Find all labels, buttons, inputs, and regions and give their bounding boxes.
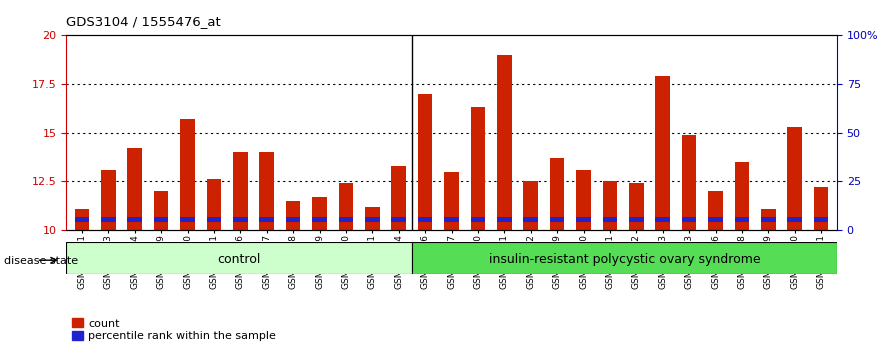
Text: disease state: disease state	[4, 256, 78, 266]
Bar	[550, 158, 565, 230]
Bar	[470, 217, 485, 222]
Text: insulin-resistant polycystic ovary syndrome: insulin-resistant polycystic ovary syndr…	[489, 252, 760, 266]
Bar	[154, 191, 168, 230]
Legend: count, percentile rank within the sample: count, percentile rank within the sample	[71, 318, 276, 341]
Bar	[154, 217, 168, 222]
Bar	[101, 217, 115, 222]
Bar	[391, 166, 406, 230]
Bar	[629, 217, 644, 222]
Bar	[655, 76, 670, 230]
Bar	[391, 217, 406, 222]
Bar	[682, 135, 696, 230]
Bar	[603, 181, 618, 230]
Bar	[523, 181, 538, 230]
Bar	[788, 127, 802, 230]
Bar	[66, 242, 412, 274]
Bar	[285, 201, 300, 230]
Bar	[75, 217, 89, 222]
Bar	[814, 217, 828, 222]
Bar	[761, 209, 775, 230]
Bar	[418, 217, 433, 222]
Bar	[181, 217, 195, 222]
Bar	[444, 172, 459, 230]
Bar	[444, 217, 459, 222]
Bar	[629, 183, 644, 230]
Bar	[285, 217, 300, 222]
Text: GDS3104 / 1555476_at: GDS3104 / 1555476_at	[66, 15, 221, 28]
Bar	[365, 217, 380, 222]
Bar	[207, 217, 221, 222]
Bar	[497, 217, 512, 222]
Bar	[181, 119, 195, 230]
Bar	[75, 209, 89, 230]
Bar	[603, 217, 618, 222]
Bar	[259, 152, 274, 230]
Bar	[365, 207, 380, 230]
Bar	[761, 217, 775, 222]
Bar	[207, 179, 221, 230]
Bar	[338, 217, 353, 222]
Bar	[470, 107, 485, 230]
Bar	[312, 217, 327, 222]
Bar	[523, 217, 538, 222]
Bar	[259, 217, 274, 222]
Bar	[101, 170, 115, 230]
Bar	[497, 55, 512, 230]
Bar	[233, 152, 248, 230]
Bar	[655, 217, 670, 222]
Bar	[708, 217, 722, 222]
Bar	[312, 197, 327, 230]
Bar	[682, 217, 696, 222]
Bar	[338, 183, 353, 230]
Bar	[735, 217, 749, 222]
Bar	[550, 217, 565, 222]
Bar	[128, 217, 142, 222]
Bar	[735, 162, 749, 230]
Bar	[576, 170, 591, 230]
Bar	[418, 94, 433, 230]
Bar	[708, 191, 722, 230]
Bar	[576, 217, 591, 222]
Bar	[233, 217, 248, 222]
Bar	[128, 148, 142, 230]
Bar	[814, 187, 828, 230]
Bar	[788, 217, 802, 222]
Text: control: control	[218, 252, 261, 266]
Bar	[412, 242, 837, 274]
